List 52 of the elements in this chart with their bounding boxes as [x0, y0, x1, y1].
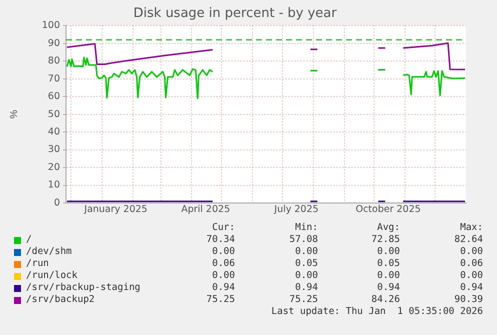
y-tick-label: 50 [48, 108, 60, 120]
text: 57.08 [288, 234, 318, 246]
text: 0.05 [294, 258, 318, 270]
legend-label: /dev/shm [26, 246, 72, 257]
text: 0.00 [376, 246, 400, 258]
text: Last update: Thu Jan 1 05:35:00 2026 [271, 306, 483, 318]
y-tick-label: 20 [48, 162, 60, 173]
y-tick-label: 80 [48, 56, 60, 67]
text: Min: [294, 222, 318, 234]
text: 75.25 [205, 294, 235, 306]
text: 0.00 [211, 270, 235, 282]
text: 0.94 [294, 282, 318, 294]
legend-label: /srv/backup2 [26, 294, 95, 305]
x-tick-label: April 2025 [181, 204, 230, 216]
text: 0.00 [459, 270, 483, 282]
x-tick-label: October 2025 [356, 204, 421, 216]
y-tick-label: 0 [54, 197, 60, 208]
text: 0.00 [294, 270, 318, 282]
y-tick-label: 60 [48, 91, 60, 102]
text: 0.00 [376, 270, 400, 282]
text: 82.64 [453, 234, 483, 246]
y-tick-label: 10 [48, 180, 60, 191]
legend-label: /srv/rbackup-staging [26, 282, 140, 293]
text: 0.94 [459, 282, 483, 294]
text: 0.06 [459, 258, 483, 270]
x-tick-label: July 2025 [273, 204, 319, 216]
legend-label: / [26, 234, 32, 245]
chart-title: Disk usage in percent - by year [133, 6, 338, 22]
legend-label: /run [26, 258, 49, 269]
text: 0.00 [294, 246, 318, 258]
text: 0.00 [459, 246, 483, 258]
x-tick-label: January 2025 [83, 204, 148, 216]
legend-label: /run/lock [26, 270, 78, 281]
text: 90.39 [453, 294, 483, 306]
text: 84.26 [370, 294, 400, 306]
y-tick-label: 100 [42, 20, 60, 32]
text: 75.25 [288, 294, 318, 306]
text: 0.94 [211, 282, 235, 294]
text: 0.05 [376, 258, 400, 270]
text: 0.00 [211, 246, 235, 258]
y-tick-label: 40 [48, 126, 60, 138]
y-axis-title: % [8, 110, 20, 119]
text: Avg: [376, 222, 400, 234]
text: 0.94 [376, 282, 400, 294]
y-tick-label: 70 [48, 73, 60, 84]
text: 70.34 [205, 234, 235, 246]
text: Cur: [211, 222, 235, 234]
text: 0.06 [211, 258, 235, 270]
y-tick-label: 30 [48, 144, 60, 156]
y-tick-label: 90 [48, 38, 60, 49]
text: 72.85 [370, 234, 400, 246]
text: Max: [459, 222, 483, 234]
